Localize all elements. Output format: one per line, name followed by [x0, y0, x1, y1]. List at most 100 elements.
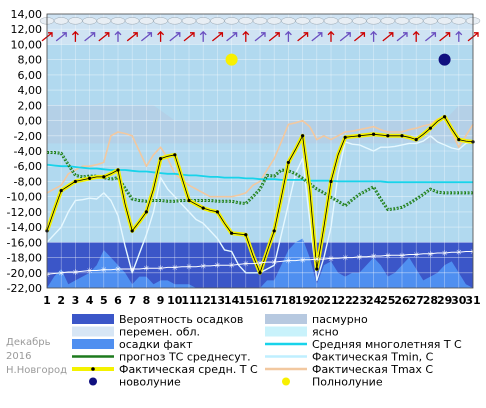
cloud-icon [337, 17, 353, 25]
actual-mean-point [116, 168, 120, 172]
cloud-icon [82, 17, 97, 25]
wind-arrow-path [98, 32, 110, 42]
legend-swatch [89, 377, 97, 386]
wind-arrow-path [183, 32, 195, 42]
actual-mean-point [59, 188, 63, 193]
x-tick-label: 11 [181, 294, 196, 307]
legend-label: Фактическая Tmin, С [312, 351, 434, 364]
y-tick-label: -2,00 [14, 130, 42, 143]
cloud-icon [96, 17, 112, 25]
wind-arrow-icon [297, 32, 309, 42]
cloud-icon [394, 17, 410, 25]
cloud-icon [281, 17, 296, 25]
wind-arrow-icon [71, 30, 79, 42]
x-tick-label: 17 [267, 294, 282, 307]
cloud-icon [380, 17, 396, 25]
wind-arrow-icon [183, 32, 195, 42]
snowflake-marker: ✳ [313, 255, 320, 264]
snowflake-marker: ✳ [399, 251, 406, 260]
wind-arrow-icon [424, 32, 437, 42]
cloud-icon [153, 17, 168, 25]
cloud-icon [366, 17, 381, 25]
y-tick-label: -14,00 [7, 221, 42, 234]
snowflake-marker: ✳ [228, 261, 235, 270]
x-tick-label: 7 [128, 294, 136, 307]
x-tick-label: 24 [366, 294, 382, 307]
legend-label: прогноз ТС среднесут. [119, 351, 251, 364]
snowflake-marker: ✳ [257, 259, 264, 268]
meta-month: Декабрь [6, 337, 51, 348]
actual-mean-point [258, 271, 262, 275]
actual-mean-point [457, 137, 461, 142]
legend-swatch [72, 314, 114, 324]
meta-city: Н.Новгород [6, 365, 67, 376]
y-tick-label: 12,00 [11, 23, 43, 36]
legend-swatch [265, 326, 307, 337]
wind-arrow-icon [339, 32, 351, 42]
wind-arrow-path [71, 30, 79, 42]
x-tick-label: 15 [238, 294, 253, 307]
wind-arrow-path [84, 32, 96, 42]
snowflake-marker: ✳ [86, 266, 93, 275]
legend-label: осадки факт [119, 338, 193, 351]
y-tick-label: 0,00 [18, 115, 43, 128]
y-tick-label: -16,00 [7, 236, 42, 249]
y-tick-label: -4,00 [14, 145, 42, 158]
wind-arrow-icon [370, 30, 378, 42]
snowflake-marker: ✳ [157, 264, 164, 273]
wind-arrow-icon [353, 32, 366, 42]
wind-arrow-path [424, 32, 437, 42]
legend-label: Средняя многолетняя Т С [312, 338, 462, 351]
x-tick-label: 23 [352, 294, 367, 307]
wind-arrow-path [114, 30, 122, 42]
wind-arrow-path [396, 32, 408, 42]
cloud-icon [195, 17, 211, 25]
wind-arrow-icon [268, 32, 280, 42]
x-tick-label: 30 [451, 294, 467, 307]
x-tick-label: 3 [72, 294, 80, 307]
wind-arrow-path [169, 32, 181, 42]
wind-arrow-icon [157, 30, 165, 42]
actual-mean-point [400, 134, 404, 138]
actual-mean-point [443, 115, 447, 119]
cloud-icon [352, 17, 367, 25]
cloud-icon [423, 17, 438, 25]
x-tick-label: 4 [86, 294, 94, 307]
legend-label: пасмурно [312, 313, 368, 326]
actual-mean-point [244, 233, 248, 237]
legend-swatch [72, 326, 114, 337]
actual-mean-point [428, 126, 432, 130]
snowflake-marker: ✳ [384, 251, 391, 260]
actual-mean-point [329, 179, 333, 184]
cloud-icon [68, 17, 83, 25]
actual-mean-point [386, 134, 390, 138]
cloud-icon [139, 17, 154, 25]
snowflake-marker: ✳ [328, 254, 335, 263]
snowflake-marker: ✳ [115, 265, 122, 274]
x-tick-label: 2 [57, 294, 65, 307]
wind-arrow-path [353, 32, 366, 42]
wind-arrow-icon [382, 32, 394, 42]
y-tick-label: -12,00 [7, 206, 42, 219]
legend-label: ясно [312, 326, 339, 339]
actual-mean-point [286, 160, 290, 165]
cloud-icon [181, 17, 197, 25]
wind-arrow-icon [327, 30, 335, 42]
x-tick-label: 1 [43, 294, 51, 307]
x-tick-label: 8 [143, 294, 151, 307]
wind-arrow-icon [396, 32, 408, 42]
snowflake-marker: ✳ [342, 254, 349, 263]
wind-arrow-icon [254, 32, 266, 42]
wind-arrow-icon [169, 32, 181, 42]
precip-actual-area [47, 238, 473, 288]
actual-mean-point [88, 176, 92, 180]
cloud-icon [451, 17, 467, 25]
cloud-icon [266, 17, 282, 25]
cloud-icon [53, 17, 69, 25]
wind-arrow-icon [98, 32, 110, 42]
x-tick-label: 18 [281, 294, 296, 307]
legend-label: Фактическая средн. Т С [119, 363, 258, 376]
x-tick-label: 31 [465, 294, 480, 307]
wind-arrow-path [226, 32, 238, 42]
x-tick-label: 5 [100, 294, 108, 307]
